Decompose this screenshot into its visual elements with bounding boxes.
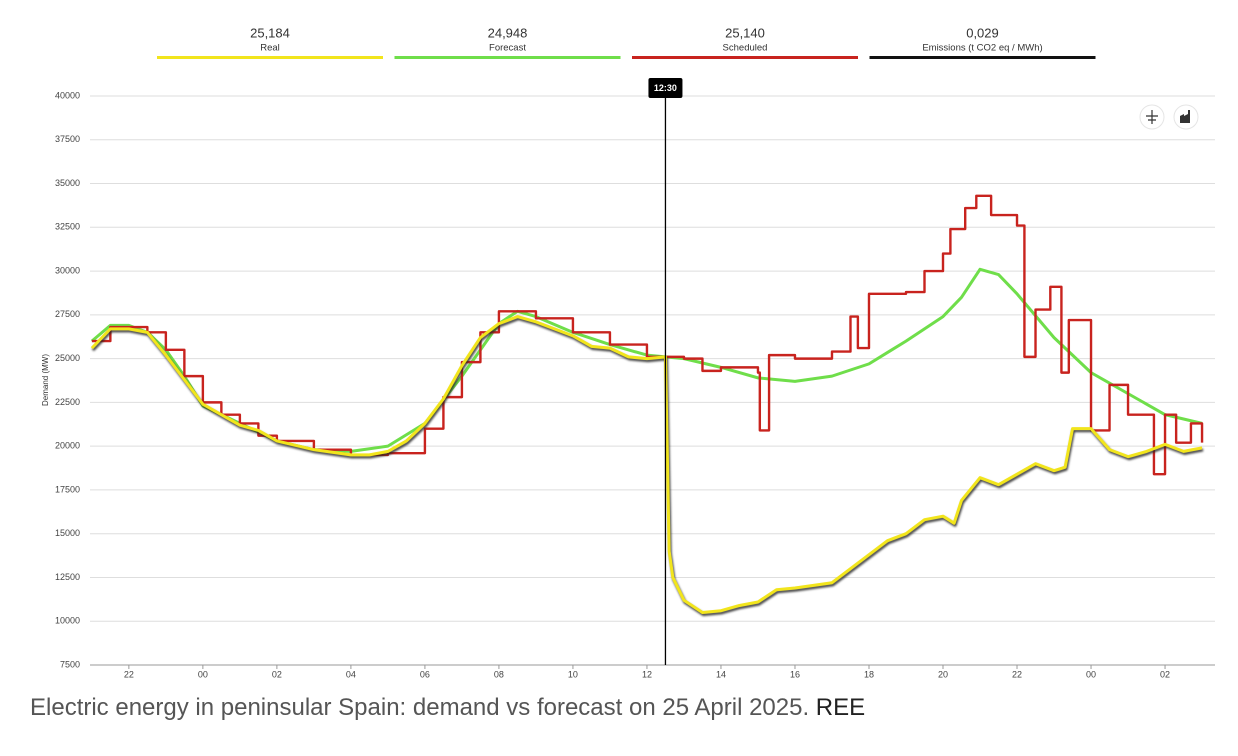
cursor-box xyxy=(648,78,683,98)
y-tick-label: 15000 xyxy=(55,528,80,538)
legend-bar xyxy=(394,56,621,59)
x-tick-label: 10 xyxy=(568,669,578,679)
x-tick-label: 16 xyxy=(790,669,800,679)
y-tick-label: 35000 xyxy=(55,178,80,188)
series-line xyxy=(91,194,1204,476)
x-tick-label: 08 xyxy=(494,669,504,679)
x-tick-label: 00 xyxy=(198,669,208,679)
caption-text: Electric energy in peninsular Spain: dem… xyxy=(30,694,810,721)
x-tick-label: 14 xyxy=(716,669,726,679)
x-tick-label: 18 xyxy=(864,669,874,679)
y-tick-label: 12500 xyxy=(55,572,80,582)
x-tick-label: 02 xyxy=(1160,669,1170,679)
legend-label: Real xyxy=(260,43,280,54)
x-tick-label: 22 xyxy=(124,669,134,679)
chart-icons[interactable] xyxy=(1139,104,1199,130)
y-tick-label: 40000 xyxy=(55,90,80,100)
legend-value: 0,029 xyxy=(966,25,999,40)
source: REE xyxy=(815,694,866,721)
y-tick-label: 17500 xyxy=(55,484,80,494)
legend-value: 24,948 xyxy=(488,25,528,40)
x-tick-label: 02 xyxy=(272,669,282,679)
x-tick-label: 00 xyxy=(1086,669,1096,679)
series-line xyxy=(90,315,1203,614)
legend-label: Forecast xyxy=(489,43,526,54)
x-tick-label: 04 xyxy=(346,669,356,679)
y-axis-label: Demand (MW) xyxy=(41,354,50,406)
y-tick-label: 27500 xyxy=(55,309,80,319)
legend-label: Emissions (t CO2 eq / MWh) xyxy=(922,43,1042,54)
chart: Demand (MW) 7500100001250015000175002000… xyxy=(41,25,1215,679)
y-tick-label: 37500 xyxy=(55,134,80,144)
factory-icon xyxy=(1180,110,1190,123)
y-tick-label: 22500 xyxy=(55,397,80,407)
y-tick-label: 10000 xyxy=(55,616,80,626)
y-tick-label: 25000 xyxy=(55,353,80,363)
wind-icon xyxy=(1146,110,1158,124)
y-tick-label: 20000 xyxy=(55,441,80,451)
legend-label: Scheduled xyxy=(723,43,768,54)
y-tick-label: 30000 xyxy=(55,265,80,275)
y-tick-label: 32500 xyxy=(55,222,80,232)
y-tick-label: 7500 xyxy=(60,659,80,669)
caption: Electric energy in peninsular Spain: dem… xyxy=(30,694,865,722)
legend-bar xyxy=(869,56,1096,59)
legend-value: 25,184 xyxy=(250,25,290,40)
x-tick-label: 06 xyxy=(420,669,430,679)
x-tick-label: 20 xyxy=(938,669,948,679)
legend-bar xyxy=(632,56,858,59)
cursor-label: 12:30 xyxy=(654,83,677,93)
legend-bar xyxy=(157,56,383,59)
legend-value: 25,140 xyxy=(725,25,765,40)
x-tick-label: 12 xyxy=(642,669,652,679)
x-tick-label: 22 xyxy=(1012,669,1022,679)
